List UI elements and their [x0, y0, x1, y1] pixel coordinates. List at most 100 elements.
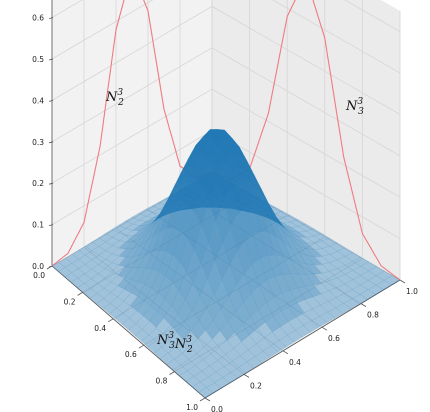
surface-patch	[206, 188, 223, 197]
surface-patch	[179, 370, 195, 382]
surface-patch	[256, 337, 272, 352]
surface-patch	[125, 223, 140, 231]
surface-patch	[251, 198, 268, 207]
surface-patch	[192, 187, 208, 197]
surface-patch	[314, 248, 331, 257]
surface-patch	[158, 205, 174, 212]
surface-patch	[153, 346, 169, 359]
surface-patch	[283, 221, 300, 228]
surface-patch	[238, 361, 255, 374]
surface-patch	[376, 270, 393, 281]
surface-patch	[275, 217, 292, 224]
surface-patch	[344, 279, 361, 290]
surface-patch	[200, 192, 216, 200]
surface-patch	[344, 261, 362, 271]
surface-patch	[158, 198, 174, 206]
surface-patch	[279, 334, 295, 348]
surface-patch	[179, 202, 195, 208]
surface-patch	[320, 290, 337, 302]
surface-patch	[145, 212, 161, 218]
surface-patch	[84, 269, 99, 279]
z-tick-label: 0.0	[32, 262, 44, 271]
x-tick-label: 0.0	[33, 271, 45, 280]
surface-patch	[182, 346, 197, 360]
surface-patch	[337, 247, 354, 257]
surface-patch	[304, 296, 321, 310]
surface-patch	[375, 280, 393, 290]
surface-patch	[195, 359, 210, 372]
surface-patch	[328, 297, 345, 308]
surface-patch	[253, 211, 269, 216]
surface-patch	[98, 250, 113, 260]
surface-patch	[321, 262, 338, 272]
surface-patch	[111, 232, 127, 241]
surface-patch	[230, 206, 246, 211]
surface-patch	[166, 208, 181, 213]
surface-patch	[58, 257, 73, 268]
surface-patch	[344, 252, 362, 262]
surface-patch	[267, 213, 284, 220]
surface-patch	[200, 376, 216, 388]
surface-patch	[172, 205, 189, 210]
surface-patch	[327, 307, 344, 319]
surface-patch	[51, 261, 66, 272]
surface-patch	[283, 226, 299, 233]
surface-patch	[193, 371, 209, 383]
y-tick-mark	[399, 279, 406, 284]
surface-patch	[164, 194, 180, 203]
surface-patch	[97, 268, 113, 279]
surface-patch	[84, 278, 99, 289]
y-tick-label: 0.6	[328, 334, 340, 343]
surface-patch	[193, 202, 210, 208]
surface-patch	[329, 268, 346, 278]
surface-patch	[124, 216, 140, 225]
surface-patch	[368, 275, 385, 286]
surface-patch	[241, 334, 257, 350]
surface-patch	[85, 250, 99, 261]
surface-patch	[131, 213, 147, 221]
surface-patch	[280, 321, 296, 336]
surface-patch	[304, 308, 320, 321]
surface-patch	[118, 220, 133, 229]
surface-patch	[77, 273, 92, 284]
surface-patch	[220, 180, 236, 190]
surface-patch	[336, 283, 353, 294]
surface-patch	[274, 210, 291, 218]
surface-patch	[180, 359, 196, 371]
surface-patch	[191, 179, 207, 189]
surface-patch	[214, 192, 230, 201]
surface-patch	[138, 209, 153, 217]
surface-patch	[335, 303, 352, 314]
surface-patch	[320, 301, 336, 313]
surface-patch	[313, 233, 330, 242]
surface-patch	[98, 241, 113, 251]
y-grid-line	[83, 0, 245, 375]
surface-patch	[337, 256, 354, 266]
surface-patch	[306, 235, 323, 244]
surface-patch	[64, 263, 79, 273]
y-tick-label: 0.8	[367, 311, 379, 320]
surface-patch	[306, 255, 323, 265]
surface-patch	[147, 340, 162, 353]
surface-patch	[246, 211, 261, 216]
surface-patch	[311, 316, 328, 328]
surface-patch	[240, 349, 256, 363]
surface-patch	[254, 350, 271, 363]
back-right-pane	[212, 0, 400, 280]
surface-patch	[189, 338, 205, 354]
surface-patch	[134, 329, 150, 342]
surface-patch	[243, 193, 260, 202]
surface-patch	[298, 240, 315, 250]
surface-patch	[306, 263, 323, 275]
surface-patch	[319, 311, 336, 323]
y-tick-mark	[282, 350, 289, 355]
surface-patch	[160, 352, 175, 365]
surface-patch	[222, 372, 238, 384]
surface-patch	[244, 201, 261, 209]
label-n33: N3 3	[345, 97, 364, 117]
surface-patch	[270, 340, 287, 353]
z-tick-label: 0.6	[32, 14, 44, 23]
surface-patch	[102, 303, 117, 315]
surface-patch	[121, 318, 137, 331]
surface-patch	[306, 248, 323, 257]
